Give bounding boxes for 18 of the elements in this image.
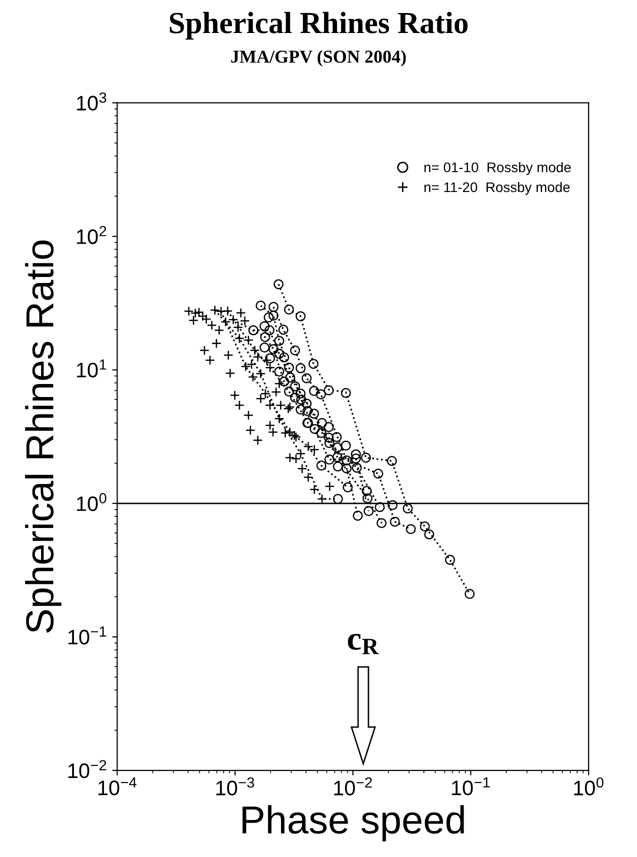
y-tick-label: 10$^{3}$ (76, 92, 106, 111)
y-tick-label: 10$^{1}$ (76, 360, 106, 378)
chart-subtitle: JMA/GPV (SON 2004) (231, 50, 406, 66)
y-tick-label: 10$^{2}$ (76, 226, 106, 244)
chart-title: Spherical Rhines Ratio (170, 12, 468, 40)
x-tick-label: 10$^{−4}$ (98, 777, 136, 796)
x-axis-title: Phase speed (242, 805, 464, 842)
legend-label: n= 11-20 Rossby mode (424, 182, 570, 195)
annotation: c$_{R}$ (348, 634, 379, 654)
y-tick-label: 10$^{−1}$ (68, 626, 106, 644)
y-axis-title: Spherical Rhines Ratio (25, 240, 62, 633)
y-tick-label: 10$^{0}$ (76, 493, 106, 512)
y-tick-label: 10$^{−2}$ (68, 760, 106, 778)
legend-label: n= 01-10 Rossby mode (424, 162, 571, 176)
x-tick-label: 10$^{0}$ (574, 777, 604, 796)
x-tick-label: 10$^{−1}$ (452, 777, 490, 796)
x-tick-label: 10$^{−2}$ (334, 777, 372, 796)
x-tick-label: 10$^{−3}$ (216, 777, 254, 796)
